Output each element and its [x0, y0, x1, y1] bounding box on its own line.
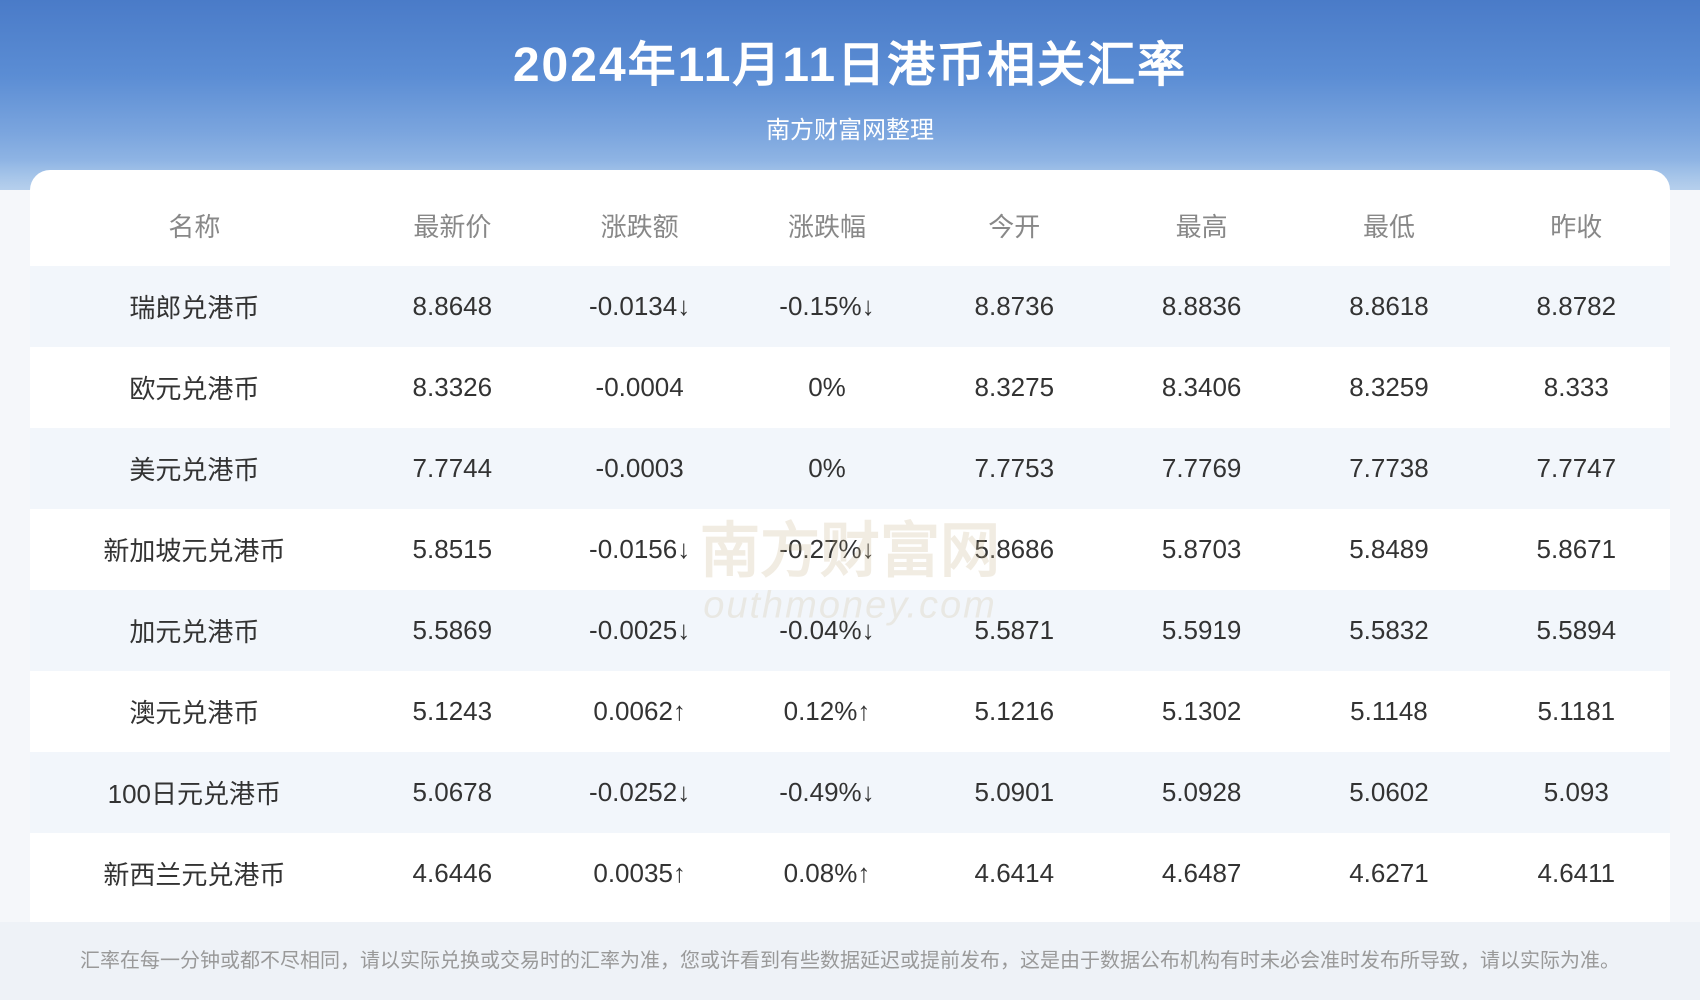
page-subtitle: 南方财富网整理 [40, 110, 1660, 145]
cell-open: 5.8686 [921, 509, 1108, 590]
cell-low: 7.7738 [1295, 428, 1482, 509]
cell-open: 5.5871 [921, 590, 1108, 671]
table-row: 加元兑港币5.5869-0.0025↓-0.04%↓5.58715.59195.… [30, 590, 1670, 671]
page-container: 2024年11月11日港币相关汇率 南方财富网整理 南方财富网 outhmone… [0, 0, 1700, 1000]
cell-change-amt: -0.0025↓ [546, 590, 733, 671]
exchange-rate-table: 名称 最新价 涨跌额 涨跌幅 今开 最高 最低 昨收 瑞郎兑港币8.8648-0… [30, 185, 1670, 914]
cell-prev_close: 8.8782 [1483, 266, 1670, 347]
footer-disclaimer: 汇率在每一分钟或都不尽相同，请以实际兑换或交易时的汇率为准，您或许看到有些数据延… [0, 922, 1700, 1000]
cell-change-pct: 0% [733, 347, 920, 428]
cell-latest: 5.0678 [359, 752, 546, 833]
header-banner: 2024年11月11日港币相关汇率 南方财富网整理 [0, 0, 1700, 190]
col-header-prev-close: 昨收 [1483, 185, 1670, 266]
table-row: 澳元兑港币5.12430.0062↑0.12%↑5.12165.13025.11… [30, 671, 1670, 752]
cell-low: 5.5832 [1295, 590, 1482, 671]
cell-change-pct: -0.27%↓ [733, 509, 920, 590]
cell-name: 新加坡元兑港币 [30, 509, 359, 590]
cell-change-amt: -0.0004 [546, 347, 733, 428]
page-title: 2024年11月11日港币相关汇率 [40, 25, 1660, 95]
cell-change-amt: -0.0134↓ [546, 266, 733, 347]
cell-high: 5.5919 [1108, 590, 1295, 671]
col-header-change-pct: 涨跌幅 [733, 185, 920, 266]
col-header-open: 今开 [921, 185, 1108, 266]
cell-latest: 5.5869 [359, 590, 546, 671]
table-head: 名称 最新价 涨跌额 涨跌幅 今开 最高 最低 昨收 [30, 185, 1670, 266]
cell-change-amt: -0.0156↓ [546, 509, 733, 590]
cell-change-pct: 0% [733, 428, 920, 509]
col-header-low: 最低 [1295, 185, 1482, 266]
cell-latest: 7.7744 [359, 428, 546, 509]
cell-open: 8.3275 [921, 347, 1108, 428]
cell-latest: 4.6446 [359, 833, 546, 914]
cell-high: 4.6487 [1108, 833, 1295, 914]
cell-name: 瑞郎兑港币 [30, 266, 359, 347]
col-header-name: 名称 [30, 185, 359, 266]
cell-change-amt: 0.0035↑ [546, 833, 733, 914]
table-body: 瑞郎兑港币8.8648-0.0134↓-0.15%↓8.87368.88368.… [30, 266, 1670, 914]
col-header-latest: 最新价 [359, 185, 546, 266]
cell-low: 8.8618 [1295, 266, 1482, 347]
cell-change-pct: 0.12%↑ [733, 671, 920, 752]
cell-change-amt: -0.0252↓ [546, 752, 733, 833]
table-row: 新西兰元兑港币4.64460.0035↑0.08%↑4.64144.64874.… [30, 833, 1670, 914]
cell-latest: 8.8648 [359, 266, 546, 347]
cell-name: 加元兑港币 [30, 590, 359, 671]
cell-change-pct: -0.49%↓ [733, 752, 920, 833]
cell-low: 5.1148 [1295, 671, 1482, 752]
cell-name: 100日元兑港币 [30, 752, 359, 833]
cell-prev_close: 5.093 [1483, 752, 1670, 833]
cell-high: 8.3406 [1108, 347, 1295, 428]
cell-open: 7.7753 [921, 428, 1108, 509]
cell-prev_close: 8.333 [1483, 347, 1670, 428]
table-row: 新加坡元兑港币5.8515-0.0156↓-0.27%↓5.86865.8703… [30, 509, 1670, 590]
cell-name: 澳元兑港币 [30, 671, 359, 752]
cell-change-amt: -0.0003 [546, 428, 733, 509]
cell-high: 7.7769 [1108, 428, 1295, 509]
cell-high: 5.0928 [1108, 752, 1295, 833]
cell-prev_close: 5.8671 [1483, 509, 1670, 590]
cell-name: 美元兑港币 [30, 428, 359, 509]
cell-high: 5.1302 [1108, 671, 1295, 752]
cell-prev_close: 7.7747 [1483, 428, 1670, 509]
cell-latest: 5.1243 [359, 671, 546, 752]
cell-change-pct: -0.15%↓ [733, 266, 920, 347]
cell-name: 新西兰元兑港币 [30, 833, 359, 914]
cell-low: 4.6271 [1295, 833, 1482, 914]
cell-open: 5.1216 [921, 671, 1108, 752]
cell-low: 5.0602 [1295, 752, 1482, 833]
cell-open: 4.6414 [921, 833, 1108, 914]
cell-change-pct: 0.08%↑ [733, 833, 920, 914]
table-row: 欧元兑港币8.3326-0.00040%8.32758.34068.32598.… [30, 347, 1670, 428]
cell-prev_close: 5.1181 [1483, 671, 1670, 752]
cell-low: 5.8489 [1295, 509, 1482, 590]
cell-open: 8.8736 [921, 266, 1108, 347]
cell-change-amt: 0.0062↑ [546, 671, 733, 752]
table-header-row: 名称 最新价 涨跌额 涨跌幅 今开 最高 最低 昨收 [30, 185, 1670, 266]
col-header-change-amt: 涨跌额 [546, 185, 733, 266]
cell-prev_close: 5.5894 [1483, 590, 1670, 671]
cell-low: 8.3259 [1295, 347, 1482, 428]
table-row: 美元兑港币7.7744-0.00030%7.77537.77697.77387.… [30, 428, 1670, 509]
col-header-high: 最高 [1108, 185, 1295, 266]
table-row: 100日元兑港币5.0678-0.0252↓-0.49%↓5.09015.092… [30, 752, 1670, 833]
cell-high: 8.8836 [1108, 266, 1295, 347]
cell-open: 5.0901 [921, 752, 1108, 833]
table-row: 瑞郎兑港币8.8648-0.0134↓-0.15%↓8.87368.88368.… [30, 266, 1670, 347]
cell-name: 欧元兑港币 [30, 347, 359, 428]
cell-latest: 5.8515 [359, 509, 546, 590]
cell-change-pct: -0.04%↓ [733, 590, 920, 671]
cell-latest: 8.3326 [359, 347, 546, 428]
cell-high: 5.8703 [1108, 509, 1295, 590]
table-wrapper: 南方财富网 outhmoney.com 名称 最新价 涨跌额 涨跌幅 今开 最高… [30, 170, 1670, 922]
cell-prev_close: 4.6411 [1483, 833, 1670, 914]
